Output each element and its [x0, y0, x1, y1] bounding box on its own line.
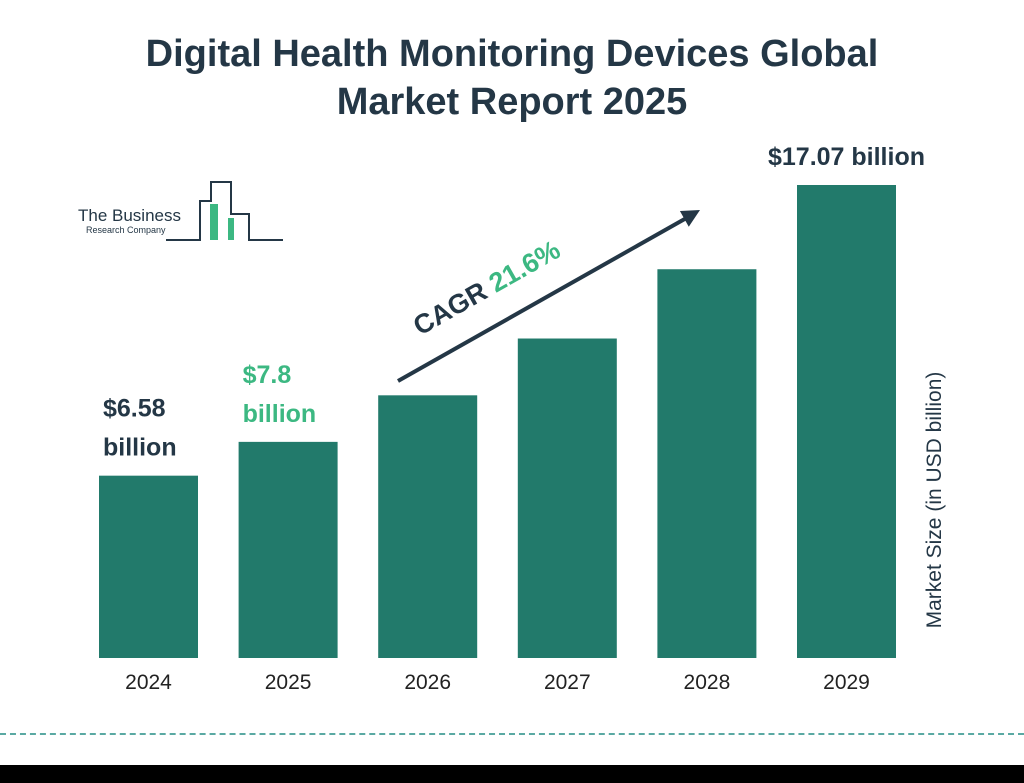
bar-2027	[517, 338, 617, 658]
bar-chart: 2024 2025 2026 2027 2028 2029 $6.58 billion $7.…	[99, 143, 946, 694]
data-label-2025: $7.8 billion	[243, 361, 317, 428]
cagr-label: CAGR 21.6%	[408, 235, 565, 342]
footer-divider	[0, 733, 1024, 735]
x-tick-label: 2024	[125, 671, 172, 694]
chart-title-line1: Digital Health Monitoring Devices Global	[145, 33, 879, 75]
data-label-2024: $6.58 billion	[103, 395, 177, 462]
x-tick-label: 2029	[823, 671, 870, 694]
x-tick-label: 2027	[544, 671, 591, 694]
x-tick-label: 2028	[684, 671, 731, 694]
y-axis-label: Market Size (in USD billion)	[923, 372, 946, 629]
cagr-arrow-line	[397, 214, 691, 383]
logo-name: The Business	[78, 206, 181, 225]
bar-2025	[238, 441, 338, 658]
bar-2024	[99, 475, 198, 658]
bar-2026	[378, 395, 478, 658]
cagr-arrow-head-icon	[679, 210, 700, 227]
infographic-card: Digital Health Monitoring Devices Global…	[0, 0, 1024, 765]
data-label-2029: $17.07 billion	[768, 143, 925, 171]
bar-2029	[797, 185, 896, 658]
chart-title-line2: Market Report 2025	[336, 81, 688, 123]
x-tick-label: 2025	[265, 671, 312, 694]
company-logo: The Business Research Company	[78, 181, 283, 244]
x-tick-label: 2026	[404, 671, 451, 694]
logo-bars-icon	[166, 181, 283, 241]
bar-2028	[657, 269, 757, 658]
logo-subname: Research Company	[86, 225, 166, 235]
chart-title: Digital Health Monitoring Devices Global…	[0, 30, 1024, 126]
